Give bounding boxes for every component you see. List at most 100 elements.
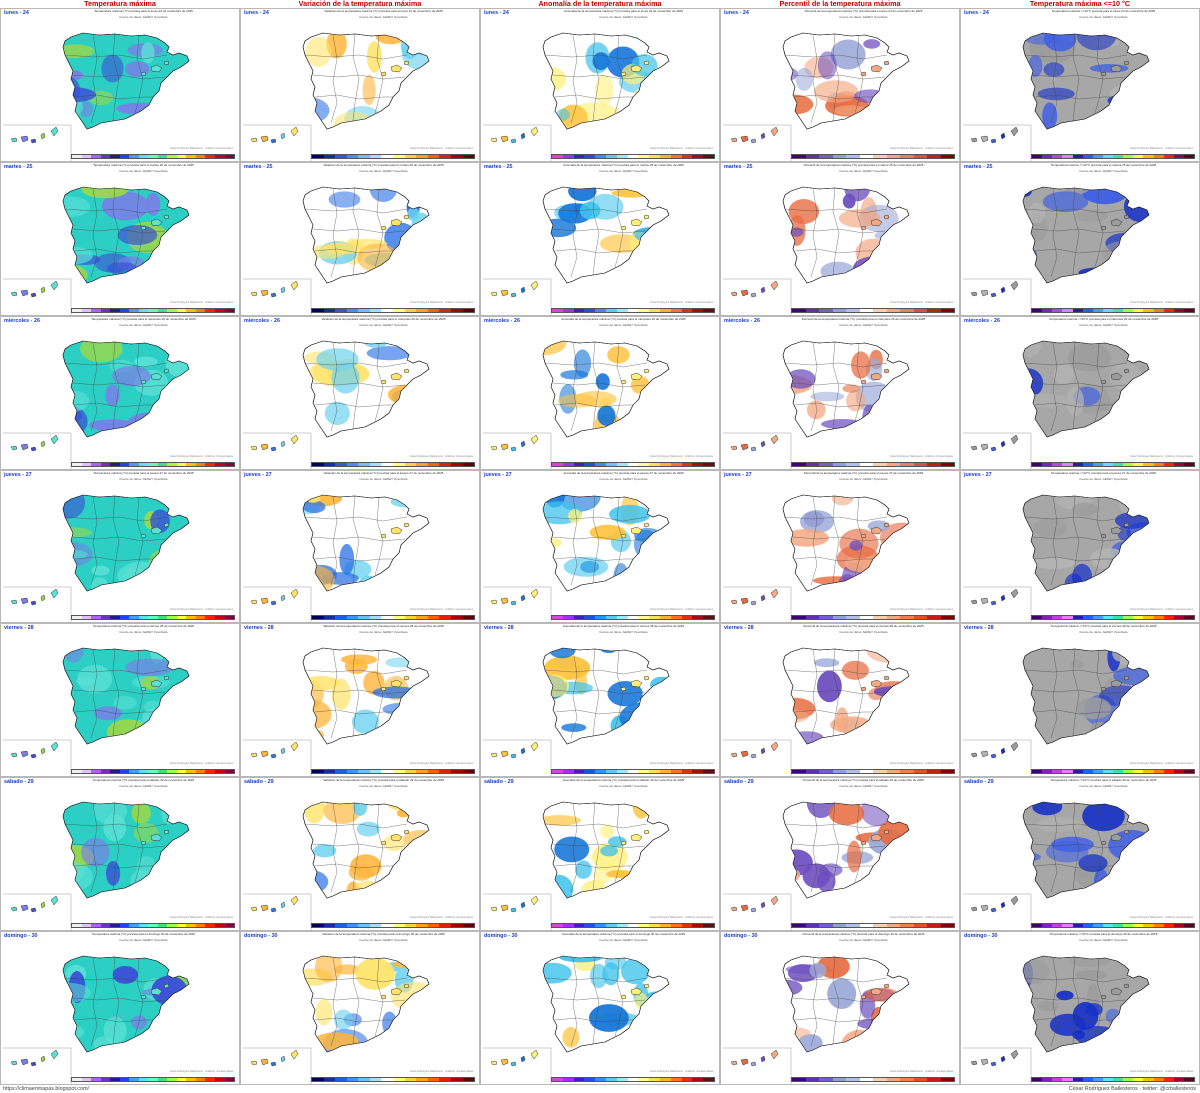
balearic-island (380, 687, 387, 692)
scale-segment (573, 924, 585, 928)
value-area (849, 539, 863, 551)
balearic-island (630, 64, 643, 73)
scale-segment (1133, 924, 1144, 928)
balearic-island (1100, 71, 1107, 77)
scale-segment (649, 308, 660, 312)
balearic-island (390, 372, 403, 380)
balearic-island (380, 840, 387, 846)
scale-segment (186, 616, 196, 620)
value-area (366, 41, 383, 73)
province-border (570, 34, 578, 124)
map-credit: César Rodríguez Ballesteros · Gráficos: … (889, 146, 953, 150)
balearic-island (643, 368, 650, 373)
coastline (302, 494, 430, 591)
scale-segment (358, 616, 370, 620)
coastline (1022, 955, 1150, 1053)
scale-segment (416, 770, 428, 774)
scale-segment (462, 770, 475, 774)
scale-segment (176, 308, 187, 312)
scale-segment (703, 462, 714, 466)
scale-segment (681, 1077, 693, 1081)
province-border (552, 382, 646, 387)
day-label: martes - 25 (4, 163, 33, 170)
canary-island (970, 1060, 978, 1066)
scale-segment (100, 1077, 111, 1081)
scale-segment (1092, 924, 1103, 928)
coastline (302, 955, 430, 1053)
province-border (72, 74, 166, 80)
province-border (784, 54, 888, 60)
province-border (330, 496, 338, 585)
map-source: Fuente de datos: AEMET OpenData (1079, 631, 1128, 635)
balearic-island (860, 994, 867, 1000)
balearic-island (1123, 368, 1130, 373)
canary-inset-frame (3, 278, 72, 315)
scale-segment (1123, 308, 1134, 312)
scale-segment (846, 154, 860, 158)
value-area (788, 198, 820, 224)
day-label: martes - 25 (724, 163, 753, 170)
scale-segment (1102, 924, 1113, 928)
value-area (385, 657, 414, 668)
map-title: Temperatura máxima (°C) prevista para el… (94, 10, 193, 13)
value-area (858, 569, 893, 587)
map-panel: sábado - 29 Temperatura máxima <=10°C pre… (960, 777, 1200, 932)
canary-island (40, 1055, 46, 1063)
canary-island (260, 597, 269, 604)
balearic-island (140, 994, 147, 1000)
scale-segment (1113, 308, 1124, 312)
day-label: sábado - 29 (244, 779, 274, 786)
scale-segment (584, 154, 596, 158)
canary-island (280, 901, 286, 909)
value-area (1112, 648, 1127, 662)
map-panel: miércoles - 26 Percentil de la temperatur… (720, 315, 960, 470)
canary-island (510, 600, 517, 605)
footer-blog-link[interactable]: https://climaenmapas.blogspot.com/ (3, 1086, 89, 1092)
balearic-island (140, 379, 147, 384)
canary-inset-frame (483, 893, 552, 931)
value-area (1027, 202, 1046, 224)
scale-segment (1163, 154, 1174, 158)
canary-island (270, 446, 277, 451)
day-label: miércoles - 26 (964, 317, 1000, 324)
balearic-island (1123, 829, 1130, 835)
province-border (810, 34, 818, 124)
scale-segment (81, 924, 92, 928)
scale-segment (81, 154, 92, 158)
province-border (352, 649, 360, 737)
province-border (72, 228, 166, 234)
scale-segment (1143, 154, 1154, 158)
canary-island (30, 138, 37, 144)
coastline (62, 494, 190, 591)
canary-island (730, 599, 738, 604)
balearic-island (620, 225, 627, 231)
scale-segment (381, 154, 394, 158)
canary-island (980, 597, 989, 604)
value-area (589, 1004, 629, 1032)
day-label: miércoles - 26 (724, 317, 760, 324)
spain-map (963, 186, 1150, 315)
value-area (1133, 700, 1148, 710)
value-area (651, 35, 669, 50)
value-area (643, 956, 669, 972)
value-area (600, 845, 618, 857)
scale-segment (129, 1077, 139, 1081)
color-scale-bar (551, 307, 715, 313)
map-title: Temperatura máxima <=10°C prevista para … (1048, 317, 1159, 321)
map-source: Fuente de datos: AEMET OpenData (1079, 323, 1128, 327)
scale-segment (1042, 308, 1053, 312)
scale-segment (605, 308, 617, 312)
value-area (841, 1029, 878, 1053)
coastline (302, 32, 430, 130)
scale-segment (1183, 770, 1194, 774)
value-area (141, 42, 155, 64)
province-border (1032, 74, 1126, 80)
color-scale-bar (551, 615, 715, 621)
value-area (609, 504, 651, 524)
province-border (1024, 362, 1128, 367)
value-area (1049, 1013, 1086, 1037)
canary-inset-frame (243, 893, 312, 931)
canary-island (740, 904, 749, 912)
coastline (62, 955, 190, 1053)
province-border (810, 188, 818, 277)
